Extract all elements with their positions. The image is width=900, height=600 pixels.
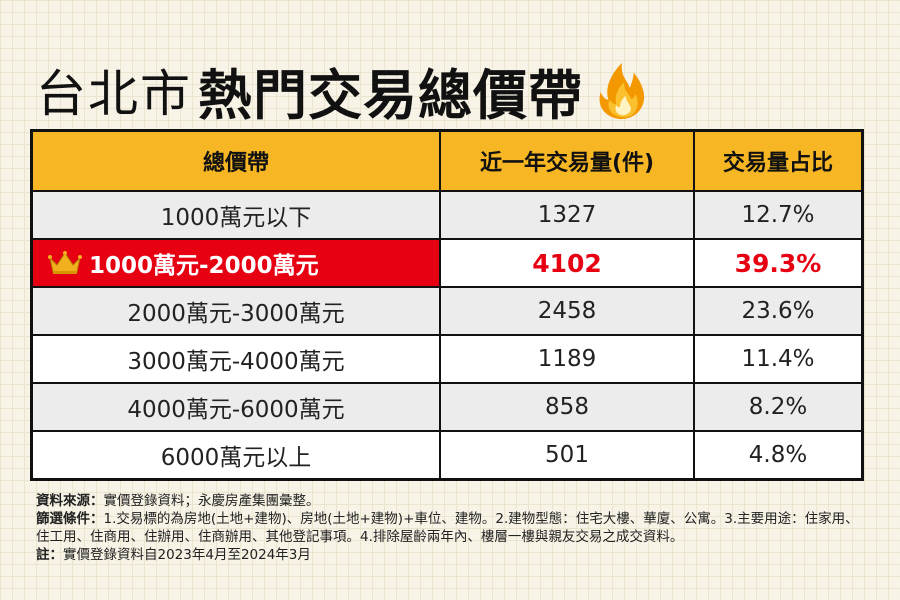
price-band-cell: 3000萬元-4000萬元	[33, 336, 441, 382]
share-cell: 12.7%	[741, 202, 815, 228]
source-text: 實價登錄資料；永慶房產集團彙整。	[103, 493, 320, 509]
price-band-cell: 6000萬元以上	[33, 432, 441, 478]
volume-cell: 1189	[441, 336, 695, 382]
page-title: 台北市 熱門交易總價帶	[36, 55, 653, 127]
note-text: 實價登錄資料自2023年4月至2024年3月	[63, 547, 311, 563]
flame-icon	[599, 62, 645, 120]
filter-text: 1.交易標的為房地(土地+建物)、房地(土地+建物)+車位、建物。2.建物型態：…	[36, 511, 859, 545]
volume-cell: 858	[441, 384, 695, 430]
source-label: 資料來源：	[36, 493, 104, 509]
table-row: 4000萬元-6000萬元 858 8.2%	[33, 382, 861, 430]
title-city: 台北市	[36, 65, 192, 123]
share-cell: 39.3%	[734, 248, 822, 278]
filter-label: 篩選條件：	[36, 511, 104, 527]
table-row-highlight: 1000萬元-2000萬元 4102 39.3%	[33, 238, 861, 286]
volume-cell: 4102	[441, 240, 695, 286]
table-row: 1000萬元以下 1327 12.7%	[33, 190, 861, 238]
price-band-cell: 2000萬元-3000萬元	[33, 288, 441, 334]
filter-note: 篩選條件：1.交易標的為房地(土地+建物)、房地(土地+建物)+車位、建物。2.…	[36, 510, 866, 546]
share-cell: 11.4%	[741, 346, 815, 372]
price-band-table: 總價帶 近一年交易量(件) 交易量占比 1000萬元以下 1327 12.7% …	[30, 129, 864, 481]
table-row: 6000萬元以上 501 4.8%	[33, 430, 861, 478]
table-header-row: 總價帶 近一年交易量(件) 交易量占比	[33, 132, 861, 190]
title-main: 熱門交易總價帶	[198, 63, 583, 127]
volume-cell: 501	[441, 432, 695, 478]
share-cell: 8.2%	[748, 394, 808, 420]
price-band-cell: 1000萬元以下	[33, 192, 441, 238]
price-band-cell: 4000萬元-6000萬元	[33, 384, 441, 430]
price-band-cell: 1000萬元-2000萬元	[33, 240, 441, 286]
period-note: 註：實價登錄資料自2023年4月至2024年3月	[36, 546, 866, 564]
source-note: 資料來源：實價登錄資料；永慶房產集團彙整。	[36, 492, 866, 510]
table-row: 3000萬元-4000萬元 1189 11.4%	[33, 334, 861, 382]
footnotes: 資料來源：實價登錄資料；永慶房產集團彙整。 篩選條件：1.交易標的為房地(土地+…	[36, 492, 866, 564]
header-price-band: 總價帶	[33, 132, 441, 190]
price-band-label: 1000萬元-2000萬元	[89, 253, 319, 279]
table-row: 2000萬元-3000萬元 2458 23.6%	[33, 286, 861, 334]
volume-cell: 1327	[441, 192, 695, 238]
header-volume: 近一年交易量(件)	[441, 132, 695, 190]
volume-cell: 2458	[441, 288, 695, 334]
note-label: 註：	[36, 547, 63, 563]
crown-icon	[48, 251, 82, 274]
share-cell: 4.8%	[748, 442, 808, 468]
header-share: 交易量占比	[722, 151, 833, 176]
share-cell: 23.6%	[741, 298, 815, 324]
